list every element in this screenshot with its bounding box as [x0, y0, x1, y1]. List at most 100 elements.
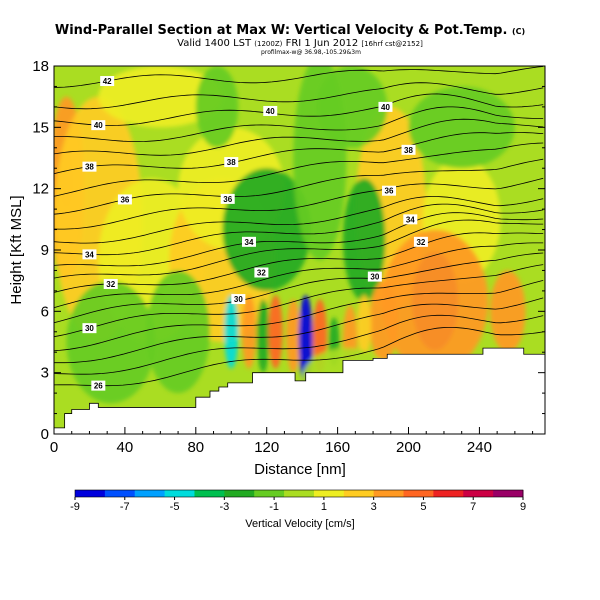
isentrope-extra-label-9: 32 — [413, 236, 428, 247]
profile-subtitle: profilmax-w@ 36.98,-105.29&3m — [261, 49, 361, 56]
velocity-cell-14 — [408, 86, 515, 169]
colorbar-tick--5: -5 — [170, 501, 180, 513]
colorbar-tick--3: -3 — [219, 501, 229, 513]
x-tick-label-40: 40 — [117, 439, 134, 456]
svg-text:42: 42 — [103, 77, 112, 86]
isentrope-line-18 — [54, 93, 544, 126]
svg-text:34: 34 — [406, 215, 415, 224]
svg-text:40: 40 — [381, 103, 390, 112]
valid-time-line: Valid 1400 LST (1200Z) FRI 1 Jun 2012 [1… — [177, 38, 423, 49]
colorbar-swatch-11 — [403, 490, 434, 497]
velocity-cell-20 — [369, 280, 398, 363]
colorbar-tick--1: -1 — [269, 501, 279, 513]
isentrope-line-2 — [54, 297, 544, 364]
svg-text:34: 34 — [245, 238, 254, 247]
isentrope-extra-label-4: 36 — [220, 193, 235, 204]
velocity-cell-15 — [316, 66, 388, 148]
velocity-cell-13 — [342, 178, 386, 302]
velocity-cell-22 — [241, 294, 257, 369]
y-tick-label-12: 12 — [32, 181, 49, 198]
plot-area: 26 30 32 34 36 38 40 42 38 38 40 40 36 36 34 34 32 32 30 30 — [54, 66, 545, 434]
isentrope-line-17 — [54, 106, 544, 142]
isentrope-label-38: 38 — [82, 161, 97, 172]
svg-text:36: 36 — [120, 195, 129, 204]
colorbar-tick--7: -7 — [120, 501, 130, 513]
terrain-mask — [54, 347, 545, 434]
isentrope-extra-label-2: 40 — [263, 105, 278, 116]
isentrope-extra-label-0: 38 — [224, 157, 239, 168]
svg-text:40: 40 — [266, 107, 275, 116]
colorbar-tick-7: 7 — [470, 501, 476, 513]
isentrope-extra-label-8: 32 — [254, 267, 269, 278]
svg-text:26: 26 — [94, 382, 103, 391]
isentrope-labels: 26 30 32 34 36 38 40 42 38 38 40 40 36 36 34 34 32 32 30 30 — [82, 76, 428, 391]
velocity-cell-8 — [98, 66, 223, 128]
colorbar-swatch-4 — [194, 490, 225, 497]
isentrope-label-34: 34 — [82, 249, 97, 259]
colorbar-tick-5: 5 — [420, 501, 426, 513]
isentrope-extra-label-11: 30 — [367, 271, 382, 282]
isentrope-line-6 — [54, 242, 544, 309]
svg-text:34: 34 — [85, 250, 94, 259]
colorbar-swatch-13 — [463, 490, 494, 497]
isentrope-line-19 — [54, 82, 544, 110]
svg-text:38: 38 — [227, 158, 236, 167]
copyright-mark: (C) — [512, 27, 525, 36]
colorbar-swatch-2 — [134, 490, 166, 497]
isentrope-extra-label-6: 34 — [241, 236, 256, 247]
colorbar-swatch-5 — [224, 490, 255, 497]
svg-text:40: 40 — [94, 121, 103, 130]
isentropes — [54, 66, 544, 387]
x-tick-label-80: 80 — [187, 439, 204, 456]
isentrope-label-32: 32 — [103, 278, 118, 289]
y-tick-label-3: 3 — [41, 365, 49, 382]
colorbar-swatch-12 — [433, 490, 464, 497]
colorbar-swatch-10 — [373, 490, 405, 497]
colorbar-tick-9: 9 — [520, 501, 526, 513]
x-axis: 0 40 80 120 160 200 240 — [50, 427, 534, 456]
y-axis-label: Height [Kft MSL] — [8, 195, 25, 304]
isentrope-label-26: 26 — [91, 380, 106, 391]
velocity-cell-24 — [268, 294, 283, 369]
colorbar-swatch-9 — [343, 490, 375, 497]
isentrope-extra-label-5: 36 — [382, 185, 397, 196]
isentrope-label-40: 40 — [91, 120, 106, 130]
isentrope-extra-label-7: 34 — [403, 214, 418, 225]
svg-text:30: 30 — [234, 295, 243, 304]
isentrope-line-4 — [54, 264, 544, 338]
colorbar-tick--9: -9 — [70, 501, 80, 513]
colorbar-swatch-6 — [254, 490, 285, 497]
x-tick-label-240: 240 — [467, 439, 492, 456]
colorbar-tick-1: 1 — [321, 501, 327, 513]
colorbar-swatch-0 — [75, 490, 106, 497]
isentrope-line-20 — [54, 66, 544, 88]
colorbar-tick-3: 3 — [371, 501, 377, 513]
colorbar-swatch-1 — [104, 490, 136, 497]
y-tick-label-18: 18 — [32, 58, 49, 75]
isentrope-line-14 — [54, 142, 544, 197]
isentrope-label-30: 30 — [82, 323, 97, 334]
x-axis-label: Distance [nm] — [254, 461, 346, 478]
colorbar-swatch-3 — [164, 490, 195, 497]
svg-text:38: 38 — [85, 163, 94, 172]
isentrope-line-12 — [54, 177, 544, 230]
y-tick-label-15: 15 — [32, 119, 49, 136]
colorbar: -9 -7 -5 -3 -1 1 3 5 7 9 — [70, 489, 526, 513]
colorbar-swatch-8 — [313, 490, 345, 497]
svg-text:38: 38 — [404, 146, 413, 155]
isentrope-label-42: 42 — [100, 76, 115, 87]
isentrope-extra-label-3: 40 — [378, 101, 393, 112]
svg-text:32: 32 — [106, 280, 115, 289]
svg-text:32: 32 — [416, 238, 425, 247]
velocity-cell-10 — [146, 270, 210, 394]
svg-text:36: 36 — [223, 195, 232, 204]
isentrope-extra-label-1: 38 — [401, 144, 416, 155]
y-tick-label-9: 9 — [41, 242, 49, 259]
velocity-cell-19 — [490, 270, 526, 353]
colorbar-swatch-14 — [493, 490, 524, 497]
velocity-cell-9 — [66, 280, 156, 404]
isentrope-line-8 — [54, 219, 544, 279]
isentrope-line-7 — [54, 232, 544, 293]
chart-title: Wind-Parallel Section at Max W: Vertical… — [55, 23, 525, 38]
velocity-cell-30 — [357, 294, 372, 357]
